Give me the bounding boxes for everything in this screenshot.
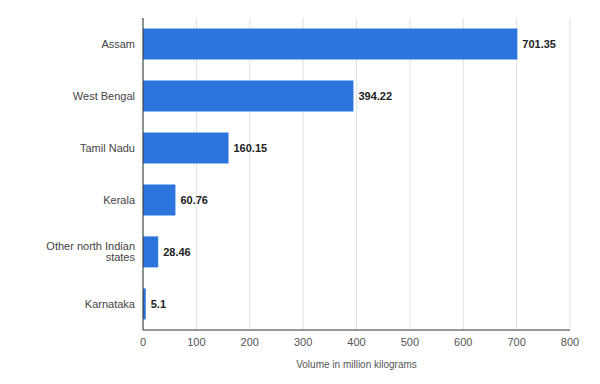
svg-text:300: 300 [294, 336, 312, 348]
svg-text:Volume in million kilograms: Volume in million kilograms [296, 359, 417, 370]
svg-text:Assam: Assam [101, 38, 135, 50]
svg-text:100: 100 [187, 336, 205, 348]
svg-text:500: 500 [401, 336, 419, 348]
svg-text:600: 600 [454, 336, 472, 348]
svg-text:0: 0 [140, 336, 146, 348]
svg-text:200: 200 [241, 336, 259, 348]
svg-text:60.76: 60.76 [180, 194, 208, 206]
svg-text:Kerala: Kerala [103, 194, 136, 206]
svg-text:700: 700 [507, 336, 525, 348]
svg-text:West Bengal: West Bengal [73, 90, 135, 102]
svg-text:Other north Indianstates: Other north Indianstates [46, 240, 135, 263]
svg-text:5.1: 5.1 [151, 298, 166, 310]
svg-text:394.22: 394.22 [358, 90, 392, 102]
svg-text:701.35: 701.35 [522, 38, 556, 50]
svg-text:400: 400 [347, 336, 365, 348]
svg-text:28.46: 28.46 [163, 246, 191, 258]
svg-text:Tamil Nadu: Tamil Nadu [80, 142, 135, 154]
svg-text:160.15: 160.15 [233, 142, 267, 154]
svg-text:800: 800 [561, 336, 579, 348]
svg-text:Karnataka: Karnataka [85, 298, 136, 310]
